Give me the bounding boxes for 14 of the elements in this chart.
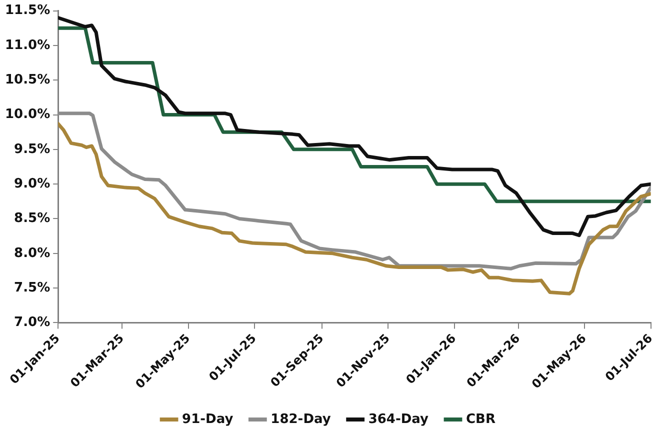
- y-tick-label: 11.5%: [4, 3, 50, 18]
- y-tick-label: 10.0%: [4, 107, 50, 122]
- legend-label: CBR: [466, 412, 496, 427]
- legend-label: 91-Day: [182, 412, 234, 427]
- legend-label: 364-Day: [368, 412, 430, 427]
- y-tick-label: 7.0%: [14, 315, 50, 330]
- y-tick-label: 10.5%: [4, 72, 50, 88]
- legend-label: 182-Day: [270, 412, 332, 427]
- y-tick-label: 8.5%: [14, 211, 50, 226]
- y-tick-label: 9.0%: [14, 176, 50, 192]
- y-tick-label: 7.5%: [14, 280, 50, 296]
- y-tick-label: 11.0%: [4, 38, 50, 53]
- y-tick-label: 9.5%: [14, 142, 50, 157]
- y-tick-label: 8.0%: [14, 246, 50, 261]
